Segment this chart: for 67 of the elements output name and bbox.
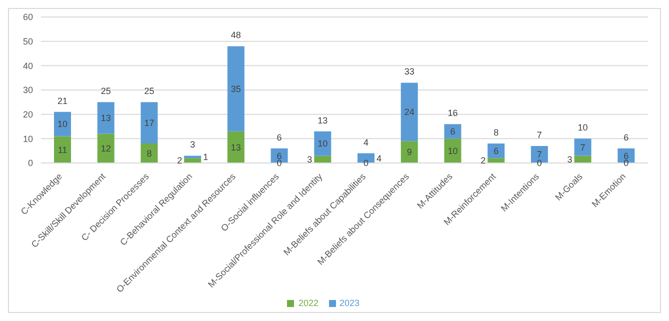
bar (184, 156, 202, 158)
y-tick-label: 50 (22, 36, 33, 47)
data-label: 6 (276, 150, 282, 161)
bar (97, 102, 114, 134)
total-label: 13 (318, 115, 328, 126)
data-label: 13 (230, 142, 241, 152)
data-label: 1 (203, 152, 208, 162)
data-label: 17 (144, 118, 154, 128)
total-label: 6 (624, 132, 629, 142)
data-label: 3 (307, 154, 312, 164)
bar (140, 144, 158, 163)
y-tick-label: 40 (22, 60, 33, 71)
data-label: 4 (364, 137, 369, 148)
bar (400, 141, 418, 163)
legend-label: 2022 (298, 298, 318, 308)
data-label: 8 (146, 148, 152, 158)
legend-label: 2023 (340, 298, 360, 308)
total-label: 25 (144, 86, 154, 96)
bar (314, 131, 332, 156)
total-label: 25 (100, 86, 111, 96)
y-tick-label: 0 (28, 158, 33, 168)
total-label: 3 (190, 140, 196, 150)
bar (488, 144, 505, 158)
data-label: 11 (58, 144, 68, 155)
bar (184, 158, 202, 163)
data-label: 2 (177, 156, 182, 166)
total-label: 16 (448, 108, 458, 118)
total-label: 4 (376, 153, 382, 164)
data-label: 10 (448, 146, 458, 156)
bar (574, 156, 592, 163)
data-label: 6 (624, 150, 629, 161)
bar (314, 156, 332, 163)
bar (444, 124, 462, 139)
y-tick-label: 10 (22, 134, 33, 144)
y-tick-label: 20 (22, 110, 33, 120)
bar (140, 102, 158, 144)
bar (54, 136, 72, 163)
total-label: 8 (494, 128, 499, 138)
y-tick-label: 30 (22, 85, 33, 96)
data-label: 9 (406, 147, 412, 158)
data-label: 35 (230, 84, 241, 94)
bar (54, 112, 72, 136)
bar (488, 158, 505, 163)
data-label: 6 (450, 126, 456, 137)
total-label: 48 (230, 30, 241, 40)
data-label: 6 (494, 146, 499, 156)
bar (227, 131, 244, 163)
bar (97, 134, 114, 163)
data-label: 7 (536, 150, 542, 160)
total-label: 21 (58, 96, 68, 106)
total-label: 7 (536, 130, 542, 140)
data-label: 12 (100, 144, 111, 154)
bar (400, 82, 418, 142)
data-label: 10 (318, 138, 328, 149)
bar (444, 138, 462, 163)
total-label: 33 (404, 66, 414, 77)
y-tick-label: 60 (22, 12, 33, 22)
data-label: 3 (567, 154, 572, 164)
data-label: 10 (58, 119, 68, 130)
total-label: 10 (578, 122, 588, 133)
data-label: 2 (480, 156, 486, 166)
data-label: 13 (100, 113, 111, 124)
total-label: 6 (276, 132, 282, 142)
bar (574, 138, 592, 156)
data-label: 24 (404, 107, 414, 118)
bar (227, 46, 244, 132)
data-label: 7 (580, 142, 586, 152)
